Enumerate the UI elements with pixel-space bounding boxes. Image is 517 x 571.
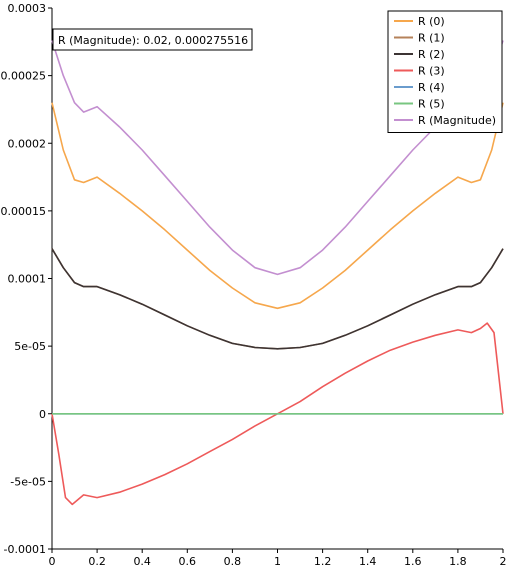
axes: -0.0001 -5e-05 0 5e-05 0.0001 0.00015 0.0002 0.… [1,2,507,568]
y-tick-label: 0.00015 [1,205,47,218]
y-tick-label: 0.0002 [8,137,47,150]
legend-item-label[interactable]: R (2) [418,48,445,61]
x-tick-label: 1.4 [359,555,377,568]
legend-item-label[interactable]: R (5) [418,98,445,111]
x-tick-label: 0.4 [133,555,151,568]
series-line-r-0 [51,102,504,310]
x-tick-label: 2 [500,555,507,568]
x-tick-label: 0.8 [224,555,242,568]
y-tick-label: -0.0001 [4,543,46,556]
x-tick-label: 1.2 [314,555,332,568]
x-tick-label: 1.8 [449,555,467,568]
legend[interactable]: R (0) R (1) R (2) R (3) R (4) R (5) R (Magnitu… [387,10,503,133]
series-line-r-1 [51,248,504,350]
tooltip-text: R (Magnitude): 0.02, 0.000275516 [58,34,248,47]
legend-item-label[interactable]: R (1) [418,32,445,45]
y-tick-label: 0.0003 [8,2,47,15]
tooltip-box [52,28,253,51]
legend-item-label[interactable]: R (4) [418,81,445,94]
legend-item-label[interactable]: R (3) [418,65,445,78]
legend-item-label[interactable]: R (0) [418,15,445,28]
x-tick-label: 0.6 [179,555,197,568]
legend-item-label[interactable]: R (Magnitude) [418,114,496,127]
x-tick-label: 0.2 [88,555,106,568]
y-tick-label: 0.00025 [1,70,47,83]
x-tick-label: 1 [274,555,281,568]
series-line-r-2 [51,248,504,350]
legend-box [387,10,503,133]
tooltip: R (Magnitude): 0.02, 0.000275516 [52,28,253,51]
y-tick-label: 0.0001 [8,273,47,286]
y-tick-label: 0 [39,408,46,421]
x-tick-label: 1.6 [404,555,422,568]
x-tick-label: 0 [49,555,56,568]
y-tick-label: 5e-05 [14,340,46,353]
y-tick-label: -5e-05 [10,475,46,488]
